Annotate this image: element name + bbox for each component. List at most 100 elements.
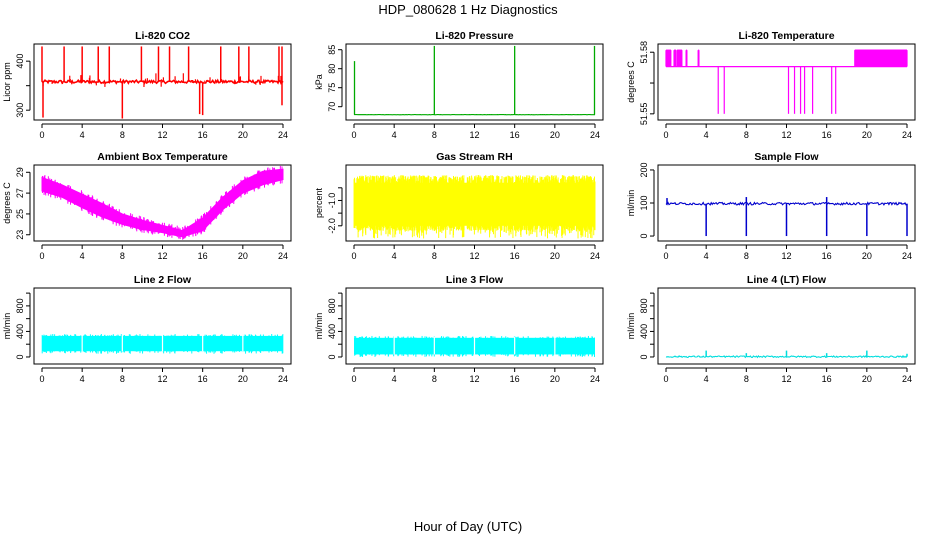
x-tick-label: 20 (238, 251, 248, 261)
y-tick-label: 400 (639, 324, 649, 339)
y-axis-label: Licor ppm (2, 62, 12, 102)
panel-title: Line 2 Flow (134, 274, 192, 286)
x-tick-label: 24 (278, 374, 288, 384)
y-tick-label: 100 (639, 195, 649, 210)
y-tick-label: 85 (327, 45, 337, 55)
x-tick-label: 12 (157, 130, 167, 140)
x-tick-label: 20 (862, 251, 872, 261)
x-tick-label: 8 (120, 374, 125, 384)
y-axis-label: degrees C (626, 61, 636, 103)
plot-frame (33, 287, 292, 365)
panel-series-line4 (665, 350, 908, 359)
x-tick-label: 8 (432, 374, 437, 384)
panel-title: Li-820 Temperature (738, 30, 834, 42)
x-tick-label: 4 (392, 374, 397, 384)
y-tick-label: 75 (327, 83, 337, 93)
y-tick-label: 27 (15, 188, 25, 198)
plot-frame (657, 43, 916, 121)
x-tick-label: 8 (120, 251, 125, 261)
y-tick-label: 51.55 (639, 103, 649, 126)
y-axis-label: ml/min (626, 313, 636, 340)
x-tick-label: 20 (238, 374, 248, 384)
figure-xlabel: Hour of Day (UTC) (413, 519, 523, 534)
x-tick-label: 12 (781, 374, 791, 384)
x-tick-label: 8 (744, 130, 749, 140)
y-tick-label: 800 (639, 298, 649, 313)
panel-sample-flow: Sample Flow 0 4 8 12 16 20 24 0 100 200 ml/min (626, 151, 916, 261)
panel-title: Li-820 Pressure (435, 30, 513, 42)
y-axis-label: percent (314, 187, 324, 218)
y-tick-label: -1.0 (327, 193, 337, 209)
y-tick-label: 29 (15, 167, 25, 177)
y-tick-label: 80 (327, 64, 337, 74)
plot-frame (33, 43, 292, 121)
plot-frame (33, 164, 292, 242)
x-tick-label: 12 (781, 251, 791, 261)
x-tick-label: 8 (432, 251, 437, 261)
x-tick-label: 16 (822, 251, 832, 261)
x-tick-label: 12 (469, 251, 479, 261)
panel-title: Li-820 CO2 (135, 30, 190, 42)
y-axis-label: ml/min (2, 313, 12, 340)
x-tick-label: 16 (822, 130, 832, 140)
x-tick-label: 0 (351, 251, 356, 261)
x-tick-label: 0 (39, 130, 44, 140)
x-tick-label: 4 (392, 130, 397, 140)
x-tick-label: 4 (704, 130, 709, 140)
plot-frame (657, 287, 916, 365)
y-tick-label: 23 (15, 230, 25, 240)
x-tick-label: 20 (238, 130, 248, 140)
x-tick-label: 24 (590, 251, 600, 261)
panel-series-line3 (354, 335, 596, 357)
panel-series-sample-flow (665, 197, 908, 237)
x-tick-label: 24 (902, 251, 912, 261)
x-tick-label: 4 (80, 374, 85, 384)
x-tick-label: 0 (351, 130, 356, 140)
x-tick-label: 12 (157, 374, 167, 384)
y-tick-label: 0 (327, 354, 337, 359)
x-tick-label: 4 (80, 130, 85, 140)
x-tick-label: 20 (862, 130, 872, 140)
x-tick-label: 4 (80, 251, 85, 261)
y-tick-label: 25 (15, 209, 25, 219)
y-tick-label: -2.0 (327, 218, 337, 234)
x-tick-label: 4 (392, 251, 397, 261)
x-tick-label: 24 (902, 130, 912, 140)
panel-title: Gas Stream RH (436, 151, 512, 163)
x-tick-label: 24 (590, 374, 600, 384)
x-tick-label: 20 (862, 374, 872, 384)
x-tick-label: 12 (469, 374, 479, 384)
panel-title: Ambient Box Temperature (97, 151, 228, 163)
panel-pressure: Li-820 Pressure 0 4 8 12 16 20 24 70 75 80 85 kPa (314, 30, 604, 140)
panel-series-licor-temp (665, 49, 908, 114)
y-tick-label: 400 (327, 324, 337, 339)
series-line (41, 78, 284, 86)
y-tick-label: 800 (327, 298, 337, 313)
plot-frame (345, 43, 604, 121)
plot-frame (345, 164, 604, 242)
x-tick-label: 24 (278, 251, 288, 261)
x-tick-label: 12 (781, 130, 791, 140)
panel-ambient: Ambient Box Temperature 0 4 8 12 16 20 24 23 25 27… (2, 151, 292, 261)
y-tick-label: 300 (15, 103, 25, 118)
y-tick-label: 400 (15, 324, 25, 339)
x-tick-label: 4 (704, 374, 709, 384)
y-tick-label: 0 (639, 354, 649, 359)
x-tick-label: 0 (663, 374, 668, 384)
y-axis-label: ml/min (626, 190, 636, 217)
x-tick-label: 16 (198, 130, 208, 140)
x-tick-label: 4 (704, 251, 709, 261)
x-tick-label: 0 (39, 374, 44, 384)
x-tick-label: 8 (744, 374, 749, 384)
x-tick-label: 24 (902, 374, 912, 384)
y-tick-label: 0 (15, 354, 25, 359)
y-tick-label: 70 (327, 102, 337, 112)
plot-frame (345, 287, 604, 365)
y-tick-label: 200 (639, 162, 649, 177)
